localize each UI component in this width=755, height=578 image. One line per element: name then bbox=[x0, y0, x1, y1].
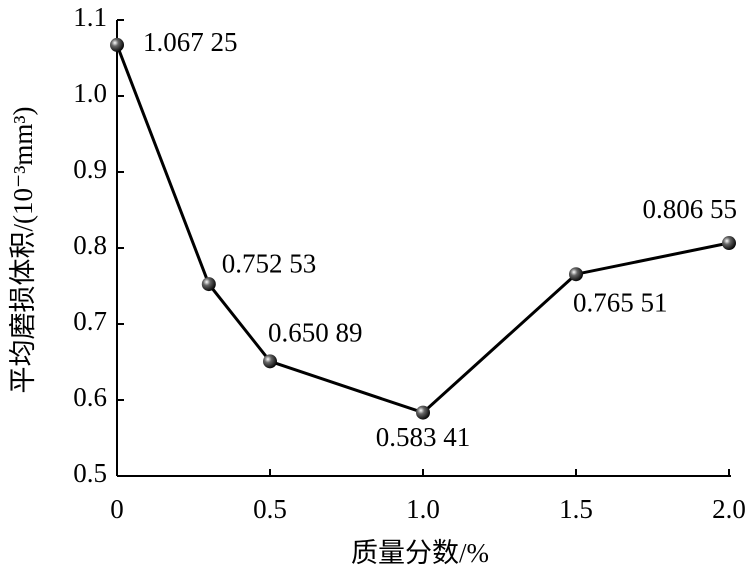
y-tick-label: 0.6 bbox=[73, 382, 107, 412]
marker bbox=[110, 37, 124, 52]
line bbox=[115, 44, 730, 415]
x-tick-label: 0.5 bbox=[253, 494, 287, 524]
x-axis-label: 质量分数/% bbox=[351, 538, 489, 568]
marker bbox=[416, 405, 430, 420]
y-axis-label: 平均磨损体积/(10⁻³mm³) bbox=[8, 107, 38, 394]
data-label: 0.650 89 bbox=[268, 318, 363, 348]
data-label: 0.583 41 bbox=[376, 422, 471, 452]
y-tick-label: 1.1 bbox=[73, 2, 107, 32]
marker bbox=[201, 277, 216, 292]
y-tick-label: 0.9 bbox=[73, 154, 107, 184]
marker bbox=[263, 354, 277, 369]
y-tick-label: 0.8 bbox=[73, 230, 107, 260]
data-label: 1.067 25 bbox=[143, 27, 238, 57]
x-tick-label: 0 bbox=[110, 494, 124, 524]
data-label: 0.752 53 bbox=[222, 248, 316, 278]
marker bbox=[569, 267, 583, 282]
x-tick-label: 1.5 bbox=[559, 494, 593, 524]
x-tick-label: 1.0 bbox=[406, 494, 440, 524]
x-tick-label: 2.0 bbox=[712, 494, 746, 524]
y-tick-label: 0.5 bbox=[73, 458, 107, 488]
marker bbox=[722, 236, 736, 251]
data-label: 0.806 55 bbox=[643, 194, 738, 224]
y-tick-label: 0.7 bbox=[73, 306, 107, 336]
y-tick-label: 1.0 bbox=[73, 78, 107, 108]
data-label: 0.765 51 bbox=[573, 287, 668, 317]
